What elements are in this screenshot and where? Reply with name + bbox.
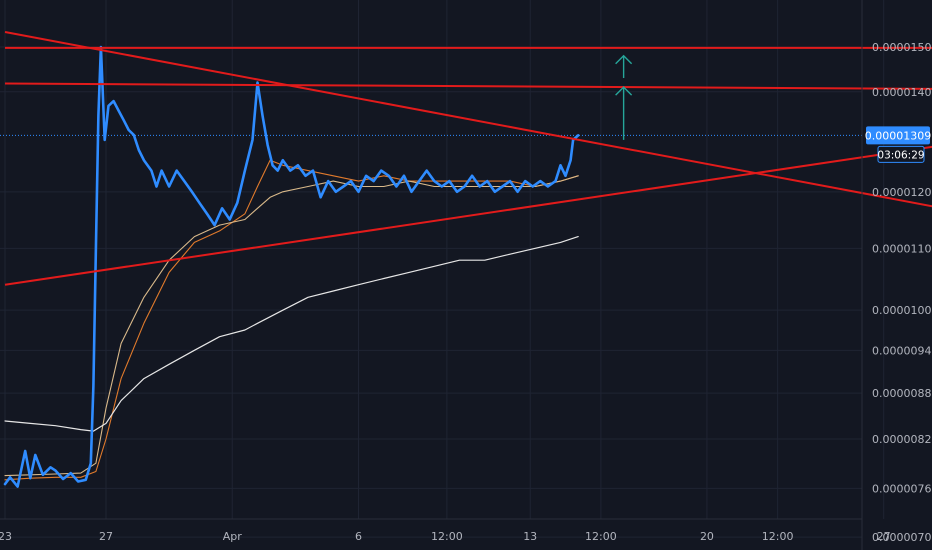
y-tick-label: 0.00001100: [872, 242, 932, 255]
last-price-badge: [866, 126, 930, 145]
x-tick-label: 12:00: [585, 530, 617, 543]
trendlines[interactable]: [4, 31, 932, 286]
y-tick-label: 0.00001000: [872, 304, 932, 317]
y-tick-label: 0.00001400: [872, 86, 932, 99]
up-arrow-icon: [615, 54, 633, 79]
price-line: [3, 45, 580, 488]
up-arrow-icon: [615, 86, 633, 140]
ma-mid-line: [4, 175, 579, 477]
price-series: [0, 45, 862, 488]
x-tick-label: 12:00: [431, 530, 463, 543]
trendline[interactable]: [4, 31, 932, 225]
last-price-value: 0.00001309: [865, 129, 931, 142]
x-tick-label: 13: [523, 530, 537, 543]
x-tick-label: 20: [700, 530, 714, 543]
trendline[interactable]: [4, 132, 932, 286]
y-axis[interactable]: 0.00001500 0.00001400 0.00001200 0.00001100…: [872, 41, 932, 544]
bar-countdown: 03:06:29: [877, 149, 924, 161]
countdown-badge: [877, 145, 925, 163]
y-tick-label: 0.00000940: [872, 344, 932, 357]
x-tick-label: 12:00: [762, 530, 794, 543]
y-tick-label: 0.00001500: [872, 41, 932, 54]
x-tick-label: 23: [0, 530, 12, 543]
y-tick-label: 0.00000820: [872, 433, 932, 446]
y-tick-label: 0.00001200: [872, 186, 932, 199]
x-tick-label: 6: [355, 530, 362, 543]
x-tick-label: 27: [99, 530, 113, 543]
ma-slow-line: [4, 236, 579, 432]
x-tick-label: Apr: [223, 530, 243, 543]
last-price-tag: 0.00001309 03:06:29: [865, 126, 931, 163]
projection-arrows: [615, 54, 633, 140]
y-tick-label: 0.00000760: [872, 482, 932, 495]
x-tick-label: 27: [877, 530, 891, 543]
y-tick-label: 0.00000880: [872, 387, 932, 400]
chart-grid: [0, 0, 885, 538]
y-tick-label: 0.00000705: [872, 531, 932, 544]
trendline[interactable]: [4, 82, 932, 90]
